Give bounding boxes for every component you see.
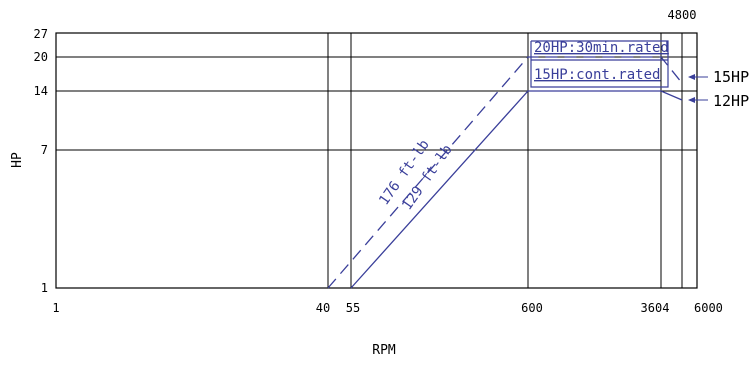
annotation-30min-rated: 20HP:30min.rated: [534, 40, 669, 56]
plot-frame: [55, 32, 698, 289]
series-line-0: [327, 56, 683, 289]
x-tick-label-1: 1: [52, 301, 59, 315]
x-tick-label-3604: 3604: [641, 301, 670, 315]
y-tick-label-14: 14: [34, 84, 48, 98]
series-line-1: [350, 90, 683, 289]
x-tick-label-55: 55: [346, 301, 360, 315]
x-tick-label-top-4800: 4800: [668, 8, 697, 22]
x-axis-label: RPM: [372, 343, 396, 358]
series-lines: [327, 56, 683, 289]
grid-lines: [55, 32, 698, 289]
y-tick-label-1: 1: [41, 281, 48, 295]
x-tick-label-6000: 6000: [694, 301, 723, 315]
x-tick-label-600: 600: [521, 301, 543, 315]
y-tick-label-27: 27: [34, 27, 48, 41]
x-tick-label-40: 40: [316, 301, 330, 315]
label-bracket: [530, 40, 669, 88]
y-tick-label-7: 7: [41, 143, 48, 157]
annotation-cont-rated: 15HP:cont.rated: [534, 67, 660, 83]
y-tick-label-20: 20: [34, 50, 48, 64]
pointer-arrows: [688, 74, 708, 103]
right-label-12hp: 12HP: [713, 92, 749, 110]
tick-labels: 1 40 55 600 3604 6000 4800 1 7 14 20 27: [34, 8, 723, 315]
right-label-15hp: 15HP: [713, 68, 749, 86]
y-axis-label: HP: [10, 152, 25, 168]
